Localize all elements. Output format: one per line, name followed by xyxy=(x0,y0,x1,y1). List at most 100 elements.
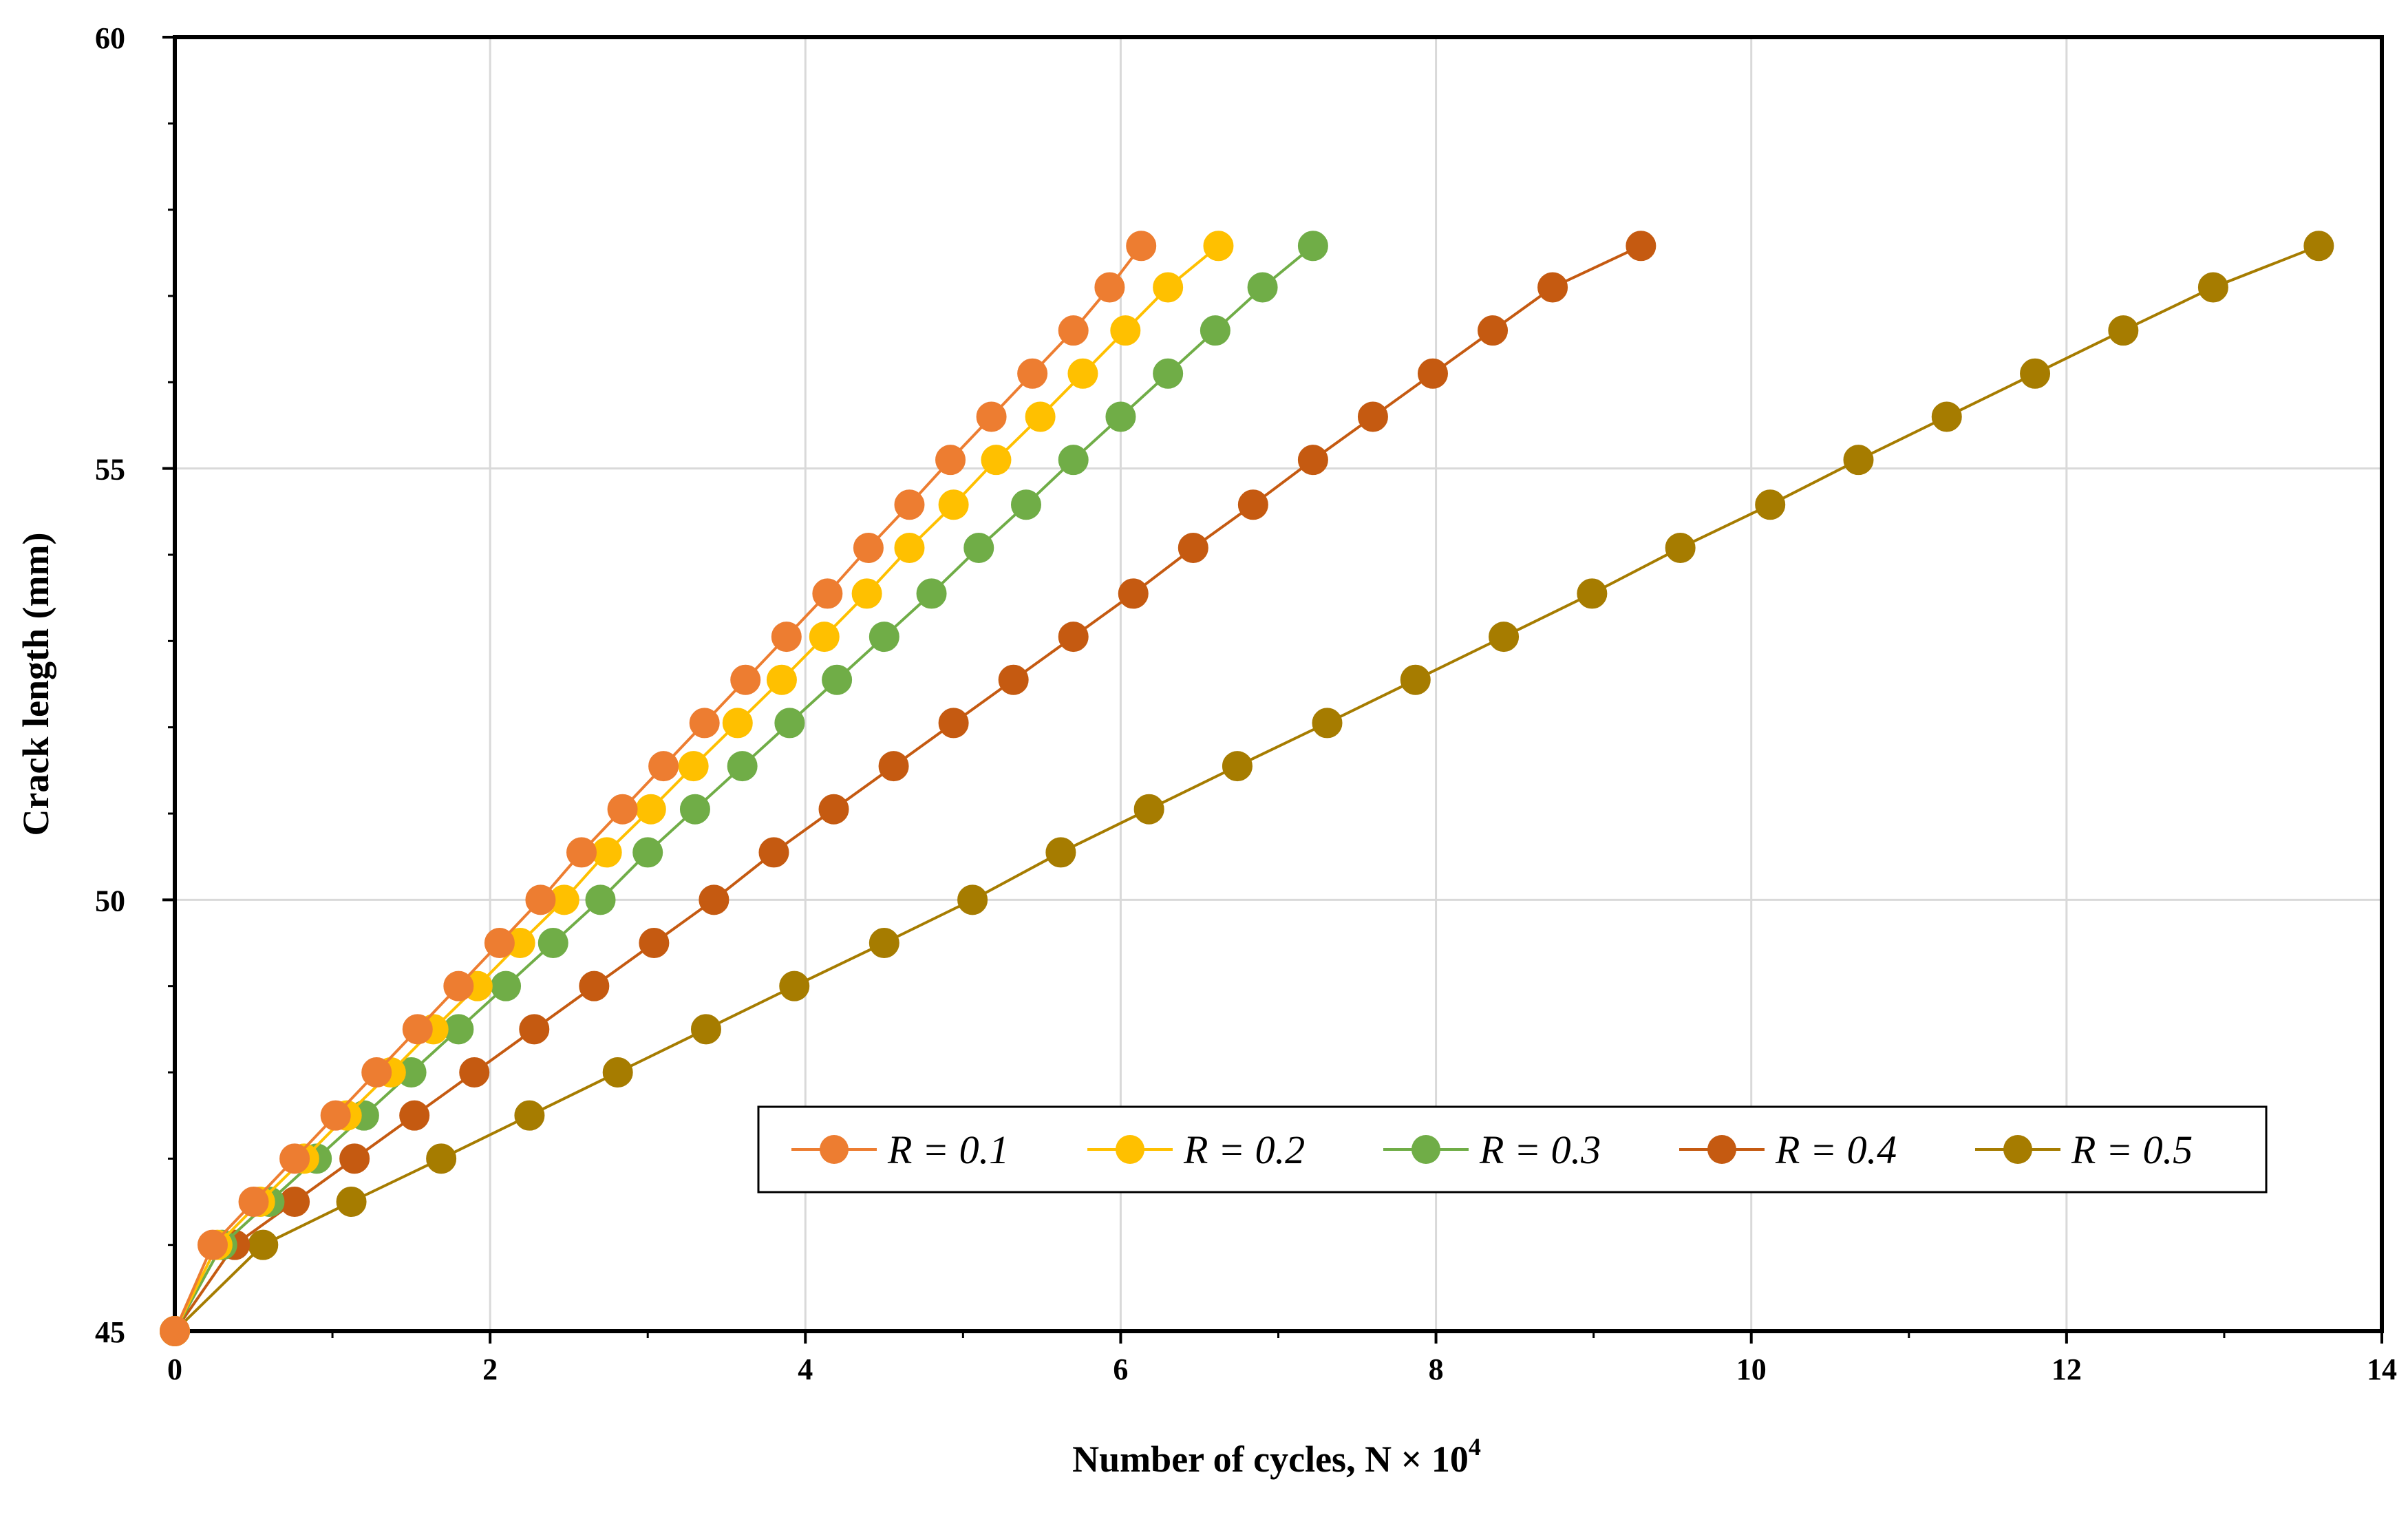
y-tick-label: 50 xyxy=(95,884,125,917)
data-point xyxy=(678,751,709,782)
legend-label: R = 0.4 xyxy=(1775,1127,1897,1172)
data-point xyxy=(963,532,994,563)
data-point xyxy=(1222,751,1253,782)
data-point xyxy=(938,708,969,739)
data-point xyxy=(426,1143,457,1174)
x-tick-label: 4 xyxy=(798,1352,813,1386)
x-tick-label: 8 xyxy=(1429,1352,1444,1386)
x-tick-label: 12 xyxy=(2052,1352,2082,1386)
data-point xyxy=(1755,489,1786,520)
data-point xyxy=(809,622,840,653)
data-point xyxy=(1200,315,1230,346)
data-point xyxy=(1058,622,1089,653)
x-axis-title: Number of cycles, N × 104 xyxy=(1072,1433,1481,1480)
data-point xyxy=(320,1100,351,1131)
data-point xyxy=(1843,445,1874,476)
legend-item: R = 0.1 xyxy=(791,1127,1009,1172)
data-point xyxy=(1577,578,1608,609)
x-tick-label: 14 xyxy=(2367,1352,2397,1386)
data-point xyxy=(869,928,899,958)
legend: R = 0.1 R = 0.2 R = 0.3 R = 0.4 R = 0.5 xyxy=(757,1105,2268,1194)
y-tick-label: 60 xyxy=(95,21,125,55)
data-point xyxy=(607,794,638,825)
legend-marker xyxy=(2003,1135,2032,1164)
legend-marker xyxy=(820,1135,849,1164)
data-point xyxy=(1045,837,1076,868)
data-point xyxy=(1537,272,1568,303)
legend-item: R = 0.5 xyxy=(1975,1127,2193,1172)
legend-item: R = 0.2 xyxy=(1087,1127,1305,1172)
data-point xyxy=(1105,401,1136,432)
data-point xyxy=(699,884,729,915)
data-point xyxy=(758,837,789,868)
data-point xyxy=(1178,532,1208,563)
data-point xyxy=(1417,358,1448,389)
legend-marker xyxy=(1116,1135,1144,1164)
data-point xyxy=(1665,532,1696,563)
data-point xyxy=(639,928,670,958)
data-point xyxy=(690,1014,721,1045)
data-point xyxy=(730,664,761,695)
legend-marker xyxy=(1411,1135,1440,1164)
data-point xyxy=(399,1100,430,1131)
data-point xyxy=(822,664,853,695)
data-point xyxy=(1626,231,1656,262)
data-point xyxy=(1110,315,1141,346)
data-point xyxy=(238,1187,269,1217)
data-point xyxy=(1153,358,1184,389)
legend-label: R = 0.5 xyxy=(2071,1127,2193,1172)
data-point xyxy=(894,489,925,520)
data-point xyxy=(1058,315,1089,346)
data-point xyxy=(1058,445,1089,476)
data-point xyxy=(812,578,843,609)
data-point xyxy=(851,578,882,609)
data-point xyxy=(443,970,474,1001)
y-tick-label: 55 xyxy=(95,453,125,487)
data-point xyxy=(537,928,568,958)
x-tick-label: 2 xyxy=(482,1352,498,1386)
data-point xyxy=(1478,315,1509,346)
data-point xyxy=(998,664,1029,695)
legend-label: R = 0.2 xyxy=(1183,1127,1305,1172)
data-point xyxy=(1931,401,1962,432)
x-tick-label: 10 xyxy=(1736,1352,1767,1386)
data-point xyxy=(459,1057,490,1088)
data-point xyxy=(1126,231,1157,262)
legend-marker xyxy=(1707,1135,1736,1164)
data-point xyxy=(1067,358,1098,389)
data-point xyxy=(1118,578,1149,609)
data-point xyxy=(248,1229,279,1260)
data-point xyxy=(1247,272,1278,303)
data-point xyxy=(648,751,679,782)
x-tick-label: 6 xyxy=(1113,1352,1128,1386)
data-point xyxy=(339,1143,370,1174)
data-point xyxy=(484,928,515,958)
data-point xyxy=(1489,622,1520,653)
series-layer xyxy=(160,231,2334,1346)
data-point xyxy=(938,489,969,520)
data-point xyxy=(160,1316,190,1346)
data-point xyxy=(818,794,849,825)
data-point xyxy=(1237,489,1268,520)
data-point xyxy=(336,1187,367,1217)
data-point xyxy=(602,1057,633,1088)
data-point xyxy=(514,1100,545,1131)
tick-labels: 0 2 4 6 8 10 12 14 45 50 55 60 xyxy=(95,21,2397,1386)
data-point xyxy=(727,751,758,782)
data-point xyxy=(1400,664,1431,695)
x-tick-label: 0 xyxy=(167,1352,182,1386)
data-point xyxy=(2108,315,2139,346)
data-point xyxy=(1203,231,1234,262)
data-point xyxy=(853,532,884,563)
data-point xyxy=(1025,401,1056,432)
data-point xyxy=(1153,272,1184,303)
data-point xyxy=(779,970,810,1001)
data-point xyxy=(1094,272,1125,303)
data-point xyxy=(519,1014,550,1045)
data-point xyxy=(1133,794,1164,825)
data-point xyxy=(689,708,720,739)
data-point xyxy=(2020,358,2051,389)
data-point xyxy=(1017,358,1048,389)
legend-item: R = 0.3 xyxy=(1383,1127,1601,1172)
